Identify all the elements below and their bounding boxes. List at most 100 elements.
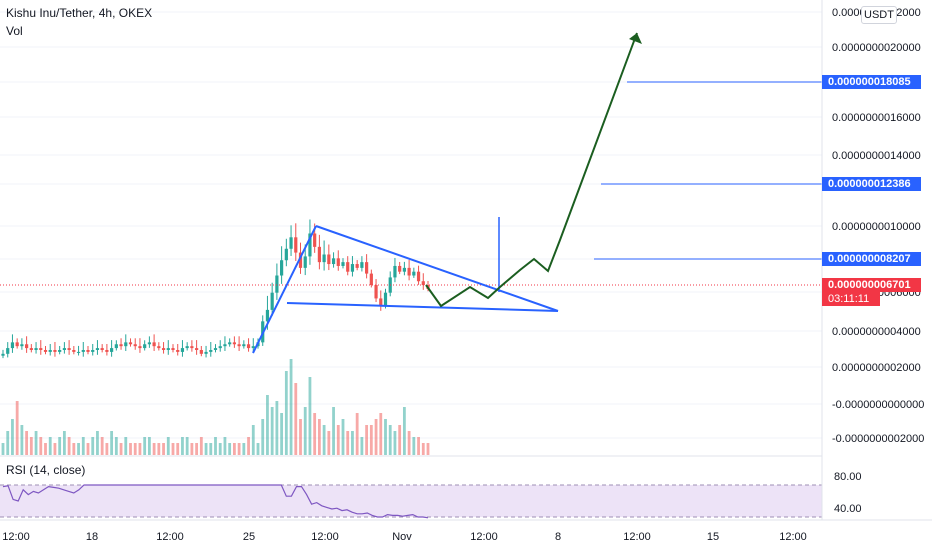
- volume-bar: [25, 431, 29, 455]
- candle-body: [171, 348, 175, 350]
- candle-body: [15, 342, 19, 347]
- candle-body: [209, 350, 213, 352]
- candle-body: [67, 348, 71, 350]
- candle-body: [157, 346, 161, 349]
- wedge-lower-line: [286, 302, 559, 312]
- volume-bars: [1, 359, 430, 455]
- candle-body: [402, 267, 406, 272]
- volume-bar: [398, 425, 402, 455]
- volume-bar: [185, 437, 189, 455]
- currency-badge[interactable]: USDT: [861, 6, 897, 24]
- volume-bar: [58, 437, 62, 455]
- volume-bar: [266, 395, 269, 455]
- candle-body: [379, 298, 383, 307]
- volume-bar: [379, 413, 383, 455]
- volume-bar: [124, 437, 128, 455]
- volume-bar: [365, 425, 369, 455]
- candle-body: [100, 348, 104, 350]
- volume-bar: [147, 437, 151, 455]
- candle-body: [303, 256, 307, 268]
- time-tick-label: 18: [86, 531, 98, 543]
- price-tick-label: 0.0000000004000: [832, 326, 921, 338]
- volume-bar: [29, 437, 33, 455]
- volume-bar: [317, 419, 321, 455]
- volume-bar: [223, 437, 227, 455]
- time-tick-label: 12:00: [623, 531, 651, 543]
- time-tick-label: Nov: [392, 531, 412, 543]
- price-tick-label: -0.0000000002000: [832, 433, 924, 445]
- projection-path[interactable]: [425, 32, 638, 308]
- volume-bar: [351, 431, 354, 455]
- candle-body: [346, 262, 350, 272]
- rsi-line: [2, 484, 429, 519]
- candle-body: [398, 265, 402, 272]
- time-tick-label: 12:00: [779, 531, 807, 543]
- rsi-axis: 80.00 40.00: [834, 471, 862, 515]
- volume-bar: [34, 431, 38, 455]
- candlesticks: [1, 219, 430, 359]
- volume-bar: [166, 437, 170, 455]
- candle-body: [29, 348, 33, 350]
- candle-body: [360, 262, 364, 268]
- volume-bar: [157, 443, 161, 455]
- rsi-pane[interactable]: [0, 455, 822, 519]
- volume-bar: [100, 437, 104, 455]
- volume-bar: [336, 425, 340, 455]
- price-tick-label: 0.0000000016000: [832, 112, 921, 124]
- volume-bar: [237, 443, 241, 455]
- candle-body: [195, 348, 199, 350]
- candle-body: [138, 346, 142, 349]
- candle-body: [133, 344, 137, 347]
- candle-body: [25, 344, 29, 349]
- volume-bar: [327, 431, 331, 455]
- candle-body: [10, 342, 15, 349]
- volume-bar: [199, 437, 203, 455]
- candle-body: [242, 344, 246, 347]
- volume-bar: [322, 425, 326, 455]
- volume-bar: [62, 431, 66, 455]
- volume-bar: [53, 443, 57, 455]
- candle-body: [161, 348, 166, 350]
- candle-body: [232, 342, 236, 345]
- volume-bar: [232, 443, 236, 455]
- volume-bar: [407, 431, 411, 455]
- falling-wedge-drawing[interactable]: [252, 225, 559, 354]
- target-price-tag-2: 0.000000012386: [822, 177, 921, 191]
- volume-bar: [275, 401, 279, 455]
- volume-bar: [176, 443, 180, 455]
- volume-bar: [96, 431, 99, 455]
- volume-bar: [308, 377, 312, 455]
- volume-bar: [294, 383, 298, 455]
- time-tick-label: 12:00: [2, 531, 30, 543]
- candle-body: [53, 350, 57, 352]
- candle-body: [190, 346, 194, 349]
- candle-body: [76, 351, 81, 353]
- rsi-indicator-label[interactable]: RSI (14, close): [3, 463, 89, 477]
- volume-bar: [190, 443, 194, 455]
- candle-body: [20, 344, 24, 347]
- grid: [0, 11, 822, 439]
- volume-bar: [393, 431, 397, 455]
- volume-bar: [114, 437, 118, 455]
- rsi-tick-label: 40.00: [834, 503, 862, 515]
- volume-indicator-label[interactable]: Vol: [6, 24, 23, 38]
- volume-bar: [412, 437, 416, 455]
- candle-body: [228, 342, 232, 345]
- current-price-tag: 0.000000006701: [822, 278, 921, 292]
- candle-body: [143, 344, 147, 349]
- candle-body: [317, 246, 321, 263]
- volume-bar: [39, 437, 43, 455]
- candle-body: [180, 348, 185, 352]
- time-tick-label: 12:00: [311, 531, 339, 543]
- volume-bar: [11, 419, 14, 455]
- volume-bar: [421, 443, 425, 455]
- symbol-title[interactable]: Kishu Inu/Tether, 4h, OKEX: [6, 6, 153, 20]
- volume-bar: [138, 443, 142, 455]
- target-price-tag-1: 0.000000018085: [822, 75, 921, 89]
- candle-body: [237, 344, 241, 347]
- candle-body: [298, 252, 303, 268]
- candle-body: [128, 342, 133, 345]
- volume-bar: [152, 443, 156, 455]
- candle-body: [393, 265, 397, 278]
